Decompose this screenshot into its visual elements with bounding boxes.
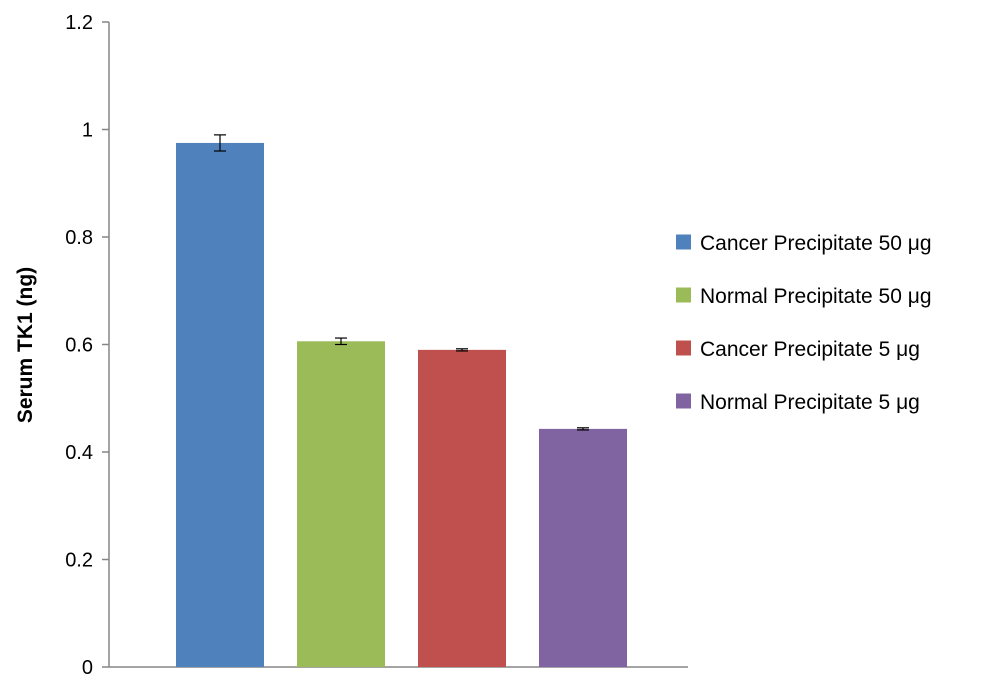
error-bars	[214, 134, 589, 431]
bar	[418, 349, 506, 667]
y-tick-label: 0	[82, 657, 93, 677]
bars	[176, 142, 627, 667]
y-tick-label: 0.6	[65, 335, 93, 357]
y-tick-label: 1.2	[65, 12, 93, 34]
legend-label: Cancer Precipitate 5 μg	[700, 338, 920, 361]
legend-swatch	[676, 287, 691, 303]
y-tick-label: 1	[82, 120, 93, 142]
bar	[297, 341, 385, 667]
legend-label: Normal Precipitate 5 μg	[700, 391, 920, 414]
legend-swatch	[676, 393, 691, 409]
y-tick-label: 0.4	[65, 442, 93, 464]
y-axis-title: Serum TK1 (ng)	[14, 267, 37, 423]
bar	[539, 428, 627, 667]
legend: Cancer Precipitate 50 μg Normal Precipita…	[676, 232, 932, 414]
legend-label: Cancer Precipitate 50 μg	[700, 232, 932, 255]
y-tick-label: 0.8	[65, 227, 93, 249]
y-tick-label: 0.2	[65, 550, 93, 572]
legend-swatch	[676, 340, 691, 356]
bar	[176, 142, 264, 667]
legend-swatch	[676, 234, 691, 250]
legend-label: Normal Precipitate 50 μg	[700, 285, 932, 308]
y-axis: 0 0.2 0.4 0.6 0.8 1 1.2	[65, 12, 688, 679]
